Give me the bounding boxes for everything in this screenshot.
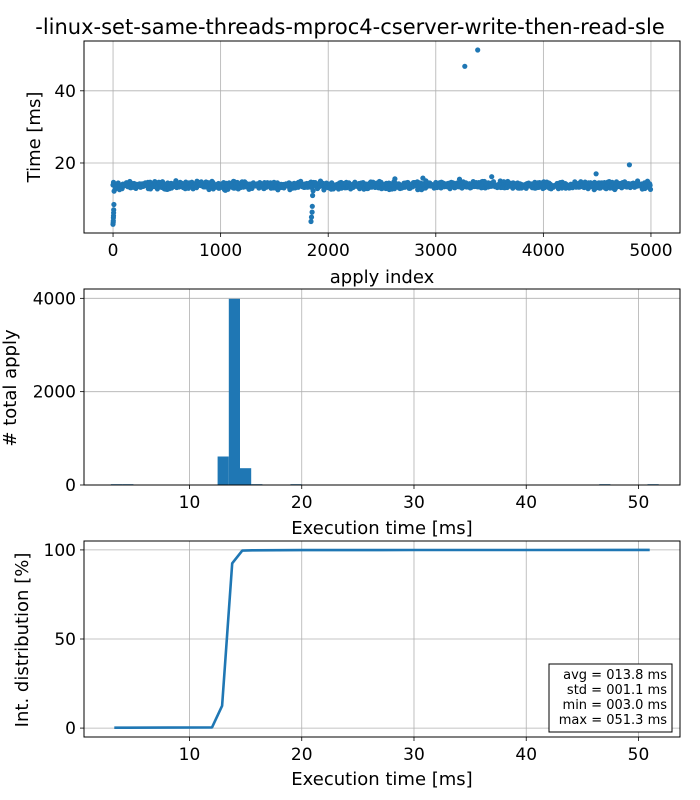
y-tick-label: 20 [54,154,76,174]
scatter-point [456,176,463,182]
scatter-point [490,179,497,185]
scatter-point [308,214,315,220]
scatter-point [111,201,117,208]
axis-ticks: 10 20 30 40 50 0 2000 4000 [33,289,650,513]
x-tick-label: 20 [291,745,313,765]
grid-lines [84,41,680,233]
y-tick-label: 0 [65,476,76,496]
y-tick-label: 4000 [33,289,76,309]
histogram-bar [217,456,229,485]
scatter-point [310,188,316,194]
x-axis-label: apply index [330,267,435,288]
histogram-bar [240,468,252,485]
x-tick-label: 40 [515,745,537,765]
axis-ticks: 0 1000 2000 3000 4000 5000 20 40 [54,82,672,261]
scatter-point [647,182,653,188]
x-tick-label: 1000 [199,241,242,261]
scatter-point [593,171,599,177]
y-axis-label: Time [ms] [24,92,45,184]
scatter-point [475,47,481,53]
scatter-point [420,175,426,181]
x-tick-label: 0 [108,241,119,261]
x-axis-label: Execution time [ms] [291,769,472,790]
x-tick-label: 50 [628,493,650,513]
stats-min: min = 003.0 ms [563,698,668,713]
x-tick-label: 10 [179,493,201,513]
histogram-bar [228,298,240,485]
y-axis-label: Int. distribution [%] [12,553,33,728]
x-tick-label: 5000 [629,241,672,261]
x-axis-label: Execution time [ms] [291,518,472,539]
scatter-point [116,187,123,193]
x-tick-label: 3000 [414,241,457,261]
y-tick-label: 2000 [33,383,76,403]
stats-box-frame [548,663,673,733]
stats-max: max = 051.3 ms [559,713,667,728]
scatter-point [309,209,315,215]
plot-frame [83,40,681,234]
scatter-point [310,192,316,199]
scatter-point [308,218,314,225]
y-tick-label: 40 [54,82,76,102]
cumulative-line [114,548,650,730]
plot-frame [83,288,681,486]
x-tick-label: 30 [403,745,425,765]
x-tick-label: 2000 [307,241,350,261]
y-axis-label: # total apply [0,329,21,447]
x-tick-label: 20 [291,493,313,513]
scatter-point [626,162,633,168]
cumulative-panel: 10 20 30 40 50 0 50 100 Execution time [ms] Int… [12,540,681,790]
x-tick-label: 10 [179,745,201,765]
stats-std: std = 001.1 ms [567,683,667,698]
x-tick-label: 50 [628,745,650,765]
stats-box: avg = 013.8 ms std = 001.1 ms min = 003.… [548,663,673,733]
scatter-point [647,186,654,192]
axis-ticks: 10 20 30 40 50 0 50 100 [44,541,650,765]
x-tick-label: 40 [515,493,537,513]
cdf-line [114,548,650,730]
scatter-point [462,63,468,69]
scatter-point [392,176,398,182]
scatter-points [110,47,654,227]
stats-avg: avg = 013.8 ms [563,668,667,683]
scatter-panel: 0 1000 2000 3000 4000 5000 20 40 apply index Ti… [24,40,681,288]
scatter-point [309,203,315,209]
scatter-point [111,207,117,213]
grid-lines [84,289,680,486]
chart-title: -linux-set-same-threads-mproc4-cserver-w… [35,15,665,39]
scatter-point [112,186,118,192]
y-tick-label: 50 [54,630,76,650]
x-tick-label: 4000 [522,241,565,261]
y-tick-label: 100 [44,541,76,561]
x-tick-label: 30 [403,493,425,513]
y-tick-label: 0 [65,719,76,739]
scatter-point [489,174,495,180]
